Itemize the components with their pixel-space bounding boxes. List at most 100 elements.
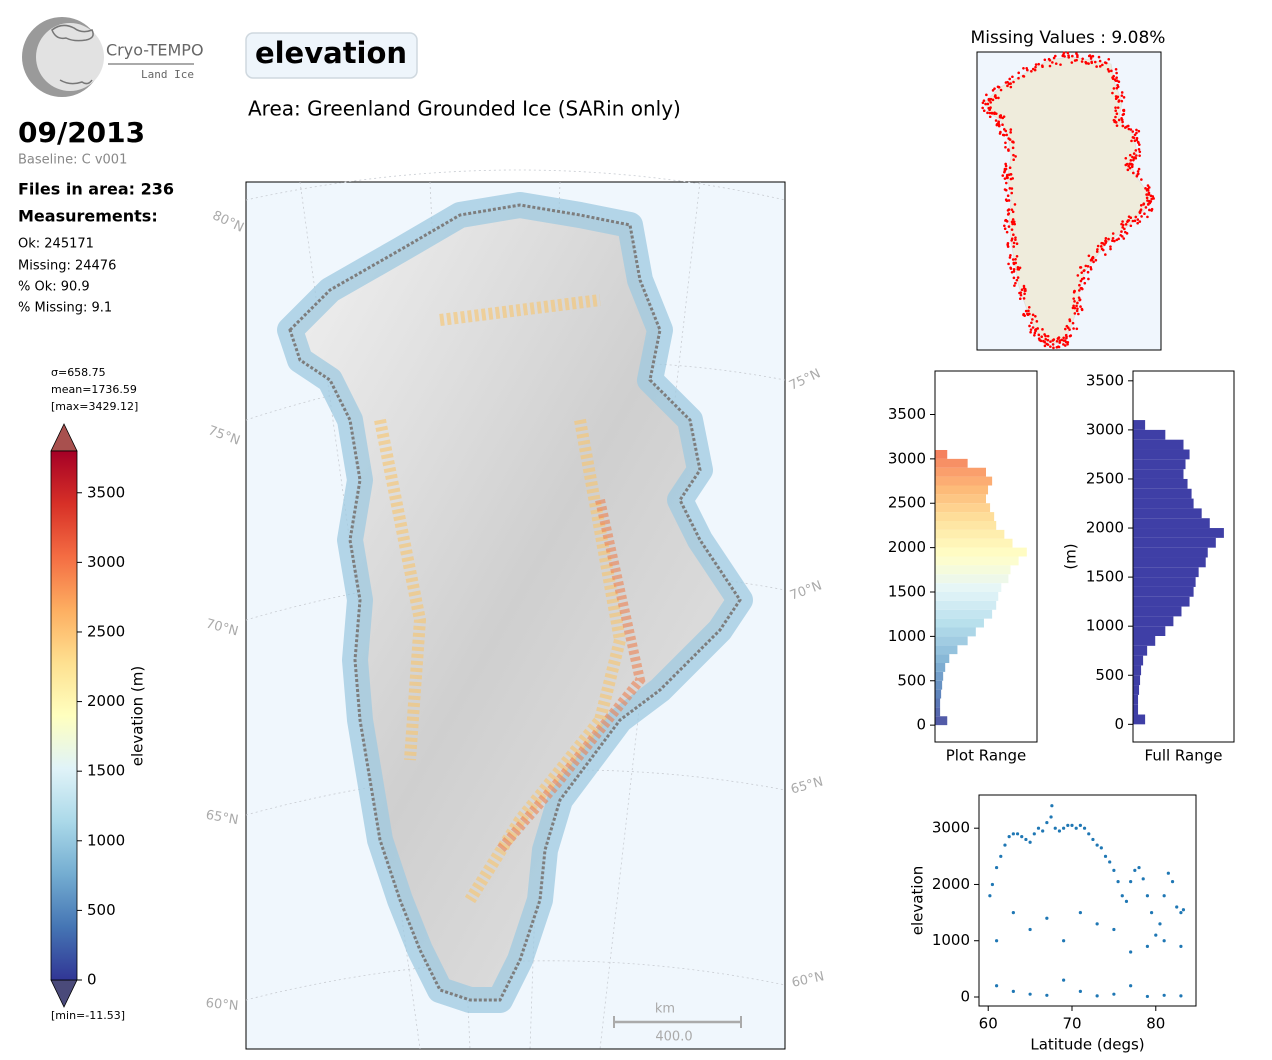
missing-point bbox=[1010, 208, 1014, 211]
missing-point bbox=[1137, 172, 1140, 176]
colorbar-tick-label: 3000 bbox=[87, 553, 125, 571]
missing-point bbox=[1040, 335, 1043, 339]
missing-point bbox=[1004, 162, 1007, 166]
missing-point bbox=[1112, 87, 1116, 90]
missing-point bbox=[1109, 245, 1112, 248]
missing-point bbox=[1145, 196, 1149, 200]
missing-point bbox=[997, 85, 1001, 89]
missing-point bbox=[1152, 197, 1155, 200]
missing-point bbox=[1062, 53, 1065, 56]
missing-point bbox=[1060, 338, 1064, 342]
histogram-bar bbox=[1133, 567, 1199, 578]
missing-point bbox=[1064, 340, 1068, 344]
histogram-bar bbox=[1133, 606, 1182, 617]
missing-point bbox=[1115, 124, 1119, 127]
missing-point bbox=[1008, 187, 1012, 190]
missing-point bbox=[1010, 187, 1014, 190]
missing-point bbox=[1016, 267, 1020, 271]
missing-point bbox=[1031, 326, 1035, 329]
histogram-bar bbox=[1133, 508, 1202, 519]
scatter-point bbox=[1053, 826, 1057, 830]
missing-point bbox=[1045, 342, 1049, 346]
axes-frame bbox=[934, 370, 1038, 743]
missing-point bbox=[1063, 55, 1066, 58]
histogram-bar bbox=[1133, 449, 1190, 460]
missing-point bbox=[1089, 267, 1093, 271]
colorbar-tick-label: 2500 bbox=[87, 622, 125, 640]
y-tick-label: 2500 bbox=[1086, 469, 1124, 487]
histogram-bar bbox=[935, 556, 1019, 566]
histogram-bar bbox=[1133, 655, 1144, 666]
missing-point bbox=[1148, 208, 1151, 212]
scatter-point bbox=[1062, 826, 1066, 830]
missing-point bbox=[1023, 292, 1026, 296]
y-tick-label: 1000 bbox=[932, 931, 970, 949]
missing-point bbox=[1138, 150, 1142, 154]
missing-point bbox=[1004, 164, 1008, 168]
missing-point bbox=[1121, 120, 1124, 124]
missing-point bbox=[989, 101, 992, 104]
y-tick-label: 1500 bbox=[888, 583, 926, 601]
scatter-point bbox=[1129, 950, 1133, 954]
x-tick-label: 70 bbox=[1062, 1015, 1081, 1033]
missing-point bbox=[1091, 54, 1095, 58]
missing-point bbox=[1012, 276, 1016, 280]
missing-point bbox=[1087, 277, 1090, 281]
scatter-point bbox=[1045, 916, 1049, 920]
missing-point bbox=[1114, 109, 1118, 113]
missing-point bbox=[995, 112, 998, 115]
missing-point bbox=[1015, 278, 1019, 282]
measurements-heading: Measurements: bbox=[18, 207, 158, 226]
missing-point bbox=[1151, 195, 1155, 198]
missing-point bbox=[1005, 133, 1008, 137]
latitude-label: 75°N bbox=[206, 423, 242, 448]
missing-point bbox=[1101, 242, 1105, 245]
scatter-point bbox=[1179, 910, 1183, 915]
missing-point bbox=[1043, 58, 1047, 62]
missing-point bbox=[1013, 222, 1016, 226]
missing-point bbox=[1134, 215, 1138, 219]
missing-point bbox=[1006, 194, 1010, 197]
colorbar-min-label: [min=-11.53] bbox=[51, 1009, 125, 1022]
missing-point bbox=[1019, 293, 1023, 297]
missing-point bbox=[1001, 174, 1005, 177]
missing-point bbox=[1139, 208, 1143, 212]
histogram-bar bbox=[935, 671, 944, 681]
missing-point bbox=[1024, 287, 1027, 291]
logo-subtitle: Land Ice bbox=[141, 68, 194, 81]
missing-point bbox=[1083, 269, 1086, 272]
missing-point bbox=[985, 93, 988, 97]
missing-point bbox=[1135, 138, 1139, 142]
missing-point bbox=[982, 109, 986, 113]
missing-point bbox=[1033, 68, 1037, 72]
histogram-bar bbox=[935, 512, 995, 521]
missing-point bbox=[1121, 226, 1125, 229]
scatter-point bbox=[1133, 868, 1137, 872]
missing-point bbox=[1023, 314, 1026, 317]
missing-point bbox=[1107, 57, 1111, 61]
histogram-bar bbox=[935, 565, 1011, 575]
missing-point bbox=[997, 96, 1000, 100]
y-tick-label: 2000 bbox=[932, 875, 970, 893]
missing-point bbox=[1031, 313, 1035, 317]
missing-point bbox=[1086, 265, 1090, 268]
colorbar-tick-label: 0 bbox=[87, 971, 97, 989]
missing-point bbox=[1008, 77, 1012, 81]
missing-point bbox=[1010, 228, 1014, 231]
missing-point bbox=[1138, 154, 1141, 157]
missing-point bbox=[1099, 245, 1103, 248]
missing-point bbox=[1006, 80, 1009, 84]
missing-point bbox=[1145, 189, 1149, 192]
missing-point bbox=[1072, 297, 1075, 300]
missing-point bbox=[1115, 76, 1118, 79]
x-tick-label: 60 bbox=[979, 1015, 998, 1033]
scatter-point bbox=[1078, 823, 1082, 827]
latitude-label: 70°N bbox=[788, 578, 824, 603]
missing-point bbox=[1066, 51, 1070, 55]
missing-title: Missing Values : 9.08% bbox=[971, 28, 1166, 48]
missing-point bbox=[1147, 193, 1151, 196]
missing-point bbox=[1132, 171, 1135, 175]
missing-point bbox=[1120, 94, 1124, 97]
histogram-bar bbox=[1133, 596, 1190, 607]
missing-point bbox=[1129, 216, 1133, 220]
